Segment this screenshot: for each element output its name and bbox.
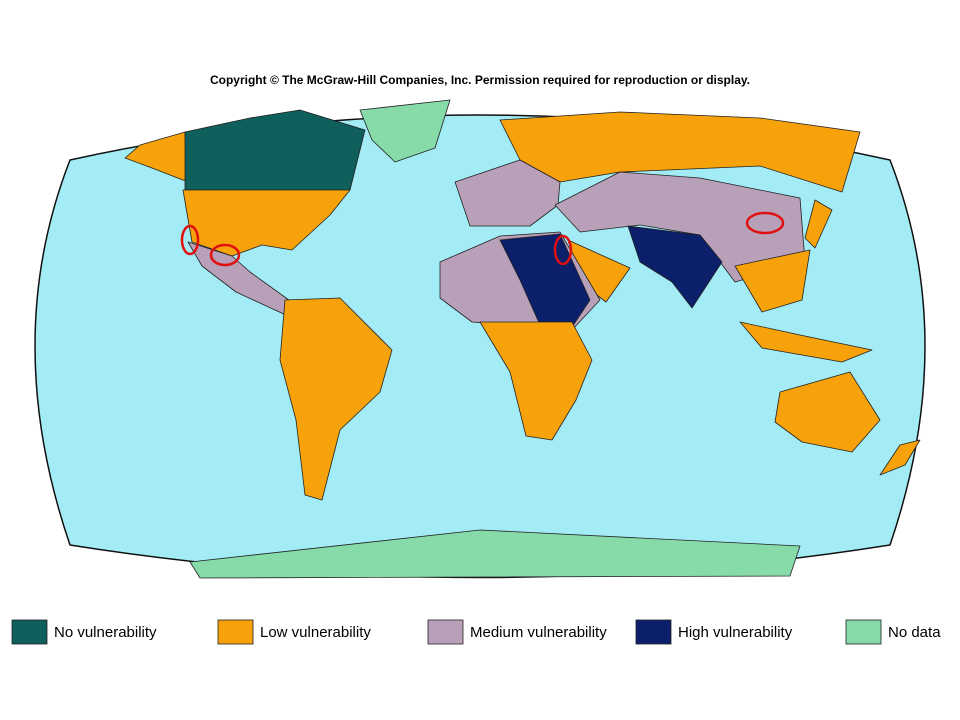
legend-label: No vulnerability bbox=[54, 624, 157, 641]
legend-swatch bbox=[635, 619, 672, 645]
southern-africa bbox=[479, 321, 593, 441]
legend-swatch bbox=[217, 619, 254, 645]
japan bbox=[804, 199, 833, 249]
legend-swatch bbox=[11, 619, 48, 645]
greenland bbox=[359, 99, 451, 163]
copyright: Copyright © The McGraw-Hill Companies, I… bbox=[210, 73, 750, 87]
canada bbox=[184, 109, 366, 197]
legend-label: High vulnerability bbox=[678, 624, 793, 641]
legend-label: Low vulnerability bbox=[260, 624, 371, 641]
new-zealand bbox=[879, 439, 921, 476]
south-america bbox=[279, 297, 393, 501]
antarctica bbox=[189, 529, 801, 579]
highlight bbox=[180, 224, 200, 256]
legend-label: No data bbox=[888, 624, 941, 641]
alaska bbox=[124, 131, 189, 183]
legend: No vulnerability Low vulnerability Medium … bbox=[11, 619, 941, 645]
southeast-asia bbox=[734, 249, 811, 313]
highlight bbox=[553, 234, 573, 266]
legend-swatch bbox=[427, 619, 464, 645]
highlight bbox=[745, 211, 785, 235]
australia bbox=[774, 371, 881, 453]
indonesia bbox=[739, 321, 873, 363]
legend-label: Medium vulnerability bbox=[470, 624, 607, 641]
legend-swatch bbox=[845, 619, 882, 645]
highlight bbox=[209, 243, 241, 267]
south-asia bbox=[627, 225, 723, 309]
world-map bbox=[34, 99, 926, 579]
